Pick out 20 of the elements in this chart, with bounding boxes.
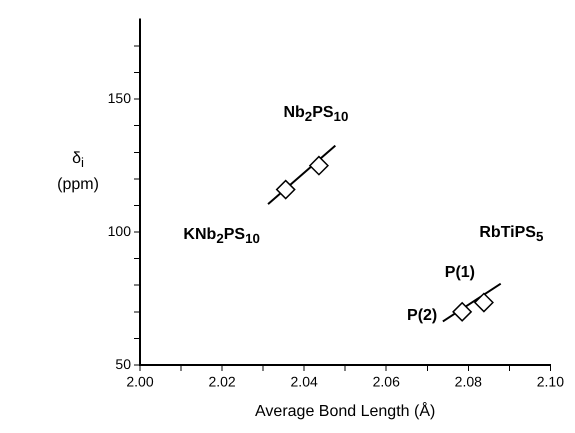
annotation: KNb$_{2}$PS$_{10}$ bbox=[183, 225, 260, 246]
x-tick-label: 2.04 bbox=[290, 373, 318, 390]
y-tick-label: 50 bbox=[115, 356, 132, 372]
point bbox=[309, 156, 329, 176]
annotation: P(1) bbox=[444, 264, 476, 282]
y-tick-label: 150 bbox=[108, 90, 132, 106]
x-tick-label: 2.00 bbox=[126, 373, 154, 390]
y-axis-title: δ$_{i}$ (ppm) bbox=[56, 149, 100, 196]
x-tick-label: 2.02 bbox=[208, 373, 236, 390]
annotation: Nb$_{2}$PS$_{10}$ bbox=[283, 104, 348, 124]
point bbox=[452, 302, 472, 322]
x-tick-label: 2.08 bbox=[454, 373, 482, 390]
point bbox=[474, 292, 494, 312]
x-axis-title: Average Bond Length (Å) bbox=[255, 402, 436, 420]
annotation: RbTiPS$_{5}$ bbox=[479, 224, 544, 244]
x-tick-label: 2.06 bbox=[372, 373, 400, 390]
y-tick-label: 100 bbox=[108, 222, 132, 239]
annotation: P(2) bbox=[407, 306, 438, 325]
point bbox=[276, 180, 296, 200]
x-tick-label: 2.10 bbox=[536, 373, 564, 390]
